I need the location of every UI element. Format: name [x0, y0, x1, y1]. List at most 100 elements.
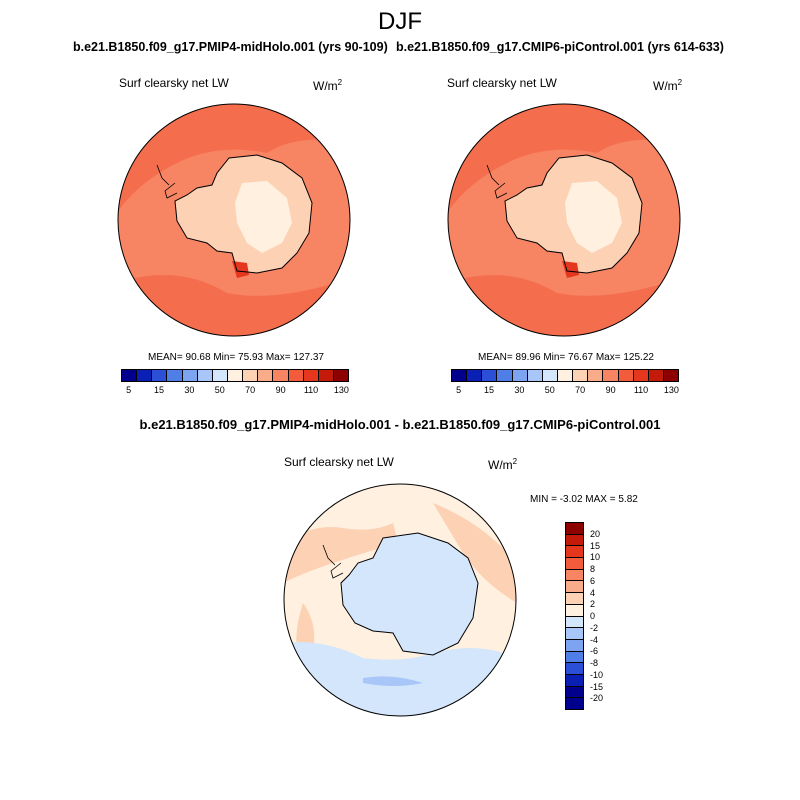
colorbar-cell [333, 370, 349, 381]
colorbar-tick-label: -6 [590, 646, 599, 657]
colorbar-cell [648, 370, 664, 381]
units-label-right: W/m2 [653, 78, 683, 93]
colorbar-cell [452, 370, 468, 381]
colorbar-cell [566, 593, 583, 605]
colorbar-cell [566, 663, 583, 675]
colorbar-cell [258, 370, 274, 381]
colorbar-cell [566, 698, 583, 709]
colorbar-tick-label: 130 [663, 385, 679, 395]
colorbar-cell [497, 370, 513, 381]
units-label-left: W/m2 [313, 78, 343, 93]
colorbar-cell [566, 581, 583, 594]
colorbar-tick-label: 130 [333, 385, 349, 395]
colorbar-cell [303, 370, 319, 381]
colorbar-cell [566, 686, 583, 699]
colorbar-cell [557, 370, 574, 381]
colorbar-right-cells [451, 369, 679, 382]
colorbar-cell [318, 370, 334, 381]
colorbar-tick-label: 50 [544, 385, 555, 395]
colorbar-tick-label: 15 [153, 385, 165, 395]
colorbar-tick-label: 110 [633, 385, 649, 395]
colorbar-cell [467, 370, 483, 381]
variable-label-left: Surf clearsky net LW [119, 76, 229, 90]
colorbar-cell [152, 370, 168, 381]
colorbar-cell [227, 370, 244, 381]
colorbar-tick-label: 5 [126, 385, 132, 395]
colorbar-tick-label: 5 [456, 385, 462, 395]
colorbar-tick-label: 90 [605, 385, 616, 395]
case-title-right: b.e21.B1850.f09_g17.CMIP6-piControl.001 … [396, 40, 724, 54]
colorbar-cell [566, 639, 583, 652]
colorbar-cell [527, 370, 543, 381]
colorbar-right: 5 15 30 50 70 90 110 130 [451, 369, 679, 396]
colorbar-tick-label: 70 [575, 385, 586, 395]
colorbar-right-ticks: 5 15 30 50 70 90 110 130 [451, 382, 679, 396]
colorbar-left: 5 15 30 50 70 90 110 130 [121, 369, 349, 396]
case-title-left: b.e21.B1850.f09_g17.PMIP4-midHolo.001 (y… [73, 40, 388, 54]
variable-label-diff: Surf clearsky net LW [284, 455, 394, 469]
colorbar-cell [573, 370, 589, 381]
colorbar-cell [122, 370, 138, 381]
units-label-diff: W/m2 [488, 457, 518, 472]
stats-diff: MIN = -3.02 MAX = 5.82 [530, 494, 638, 505]
colorbar-cell [618, 370, 634, 381]
colorbar-cell [566, 604, 583, 617]
colorbar-cell [566, 558, 583, 570]
colorbar-diff: 20 15 10 8 6 4 2 0 -2 -4 -6 -8 -10 -15 -20 [565, 522, 603, 710]
colorbar-cell [566, 569, 583, 582]
diff-title: b.e21.B1850.f09_g17.PMIP4-midHolo.001 - … [139, 417, 661, 432]
season-title: DJF [378, 8, 422, 35]
colorbar-tick-label: -15 [590, 681, 604, 692]
colorbar-tick-label: 0 [590, 611, 596, 621]
colorbar-tick-label: 2 [590, 599, 596, 610]
colorbar-cell [273, 370, 289, 381]
colorbar-tick-label: 110 [303, 385, 319, 395]
colorbar-cell [566, 616, 583, 629]
colorbar-tick-label: 50 [214, 385, 225, 395]
colorbar-tick-label: 90 [275, 385, 286, 395]
colorbar-tick-label: -20 [590, 693, 604, 704]
colorbar-tick-label: 30 [514, 385, 525, 395]
colorbar-cell [663, 370, 679, 381]
colorbar-cell [633, 370, 649, 381]
colorbar-cell [137, 370, 153, 381]
polar-map-right [447, 103, 681, 337]
colorbar-cell [566, 546, 583, 559]
colorbar-cell [182, 370, 198, 381]
colorbar-tick-label: -10 [590, 669, 604, 680]
stats-left: MEAN= 90.68 Min= 75.93 Max= 127.37 [148, 352, 324, 363]
colorbar-left-ticks: 5 15 30 50 70 90 110 130 [121, 382, 349, 396]
polar-map-left [117, 103, 351, 337]
colorbar-cell [566, 628, 583, 640]
map-fill-diff [284, 484, 516, 716]
colorbar-cell [197, 370, 213, 381]
colorbar-left-cells [121, 369, 349, 382]
colorbar-diff-cells [565, 522, 584, 710]
colorbar-cell [588, 370, 604, 381]
colorbar-tick-label: 20 [590, 528, 601, 539]
colorbar-cell [288, 370, 304, 381]
colorbar-tick-label: 10 [590, 552, 601, 563]
colorbar-cell [566, 651, 583, 664]
colorbar-cell [566, 523, 583, 535]
polar-map-diff [283, 483, 517, 717]
colorbar-cell [566, 674, 583, 687]
variable-label-right: Surf clearsky net LW [447, 76, 557, 90]
colorbar-tick-label: -8 [590, 658, 599, 668]
colorbar-tick-label: 15 [483, 385, 495, 395]
colorbar-tick-label: -2 [590, 622, 599, 633]
colorbar-tick-label: 70 [245, 385, 256, 395]
colorbar-tick-label: 4 [590, 587, 596, 598]
colorbar-tick-label: 15 [590, 540, 601, 551]
colorbar-cell [243, 370, 259, 381]
colorbar-tick-label: 6 [590, 575, 596, 586]
colorbar-tick-label: 8 [590, 564, 596, 574]
colorbar-cell [603, 370, 619, 381]
colorbar-cell [512, 370, 528, 381]
colorbar-cell [212, 370, 228, 381]
colorbar-cell [542, 370, 558, 381]
colorbar-cell [566, 534, 583, 547]
colorbar-cell [167, 370, 183, 381]
stats-right: MEAN= 89.96 Min= 76.67 Max= 125.22 [478, 352, 654, 363]
colorbar-tick-label: -4 [590, 634, 599, 645]
